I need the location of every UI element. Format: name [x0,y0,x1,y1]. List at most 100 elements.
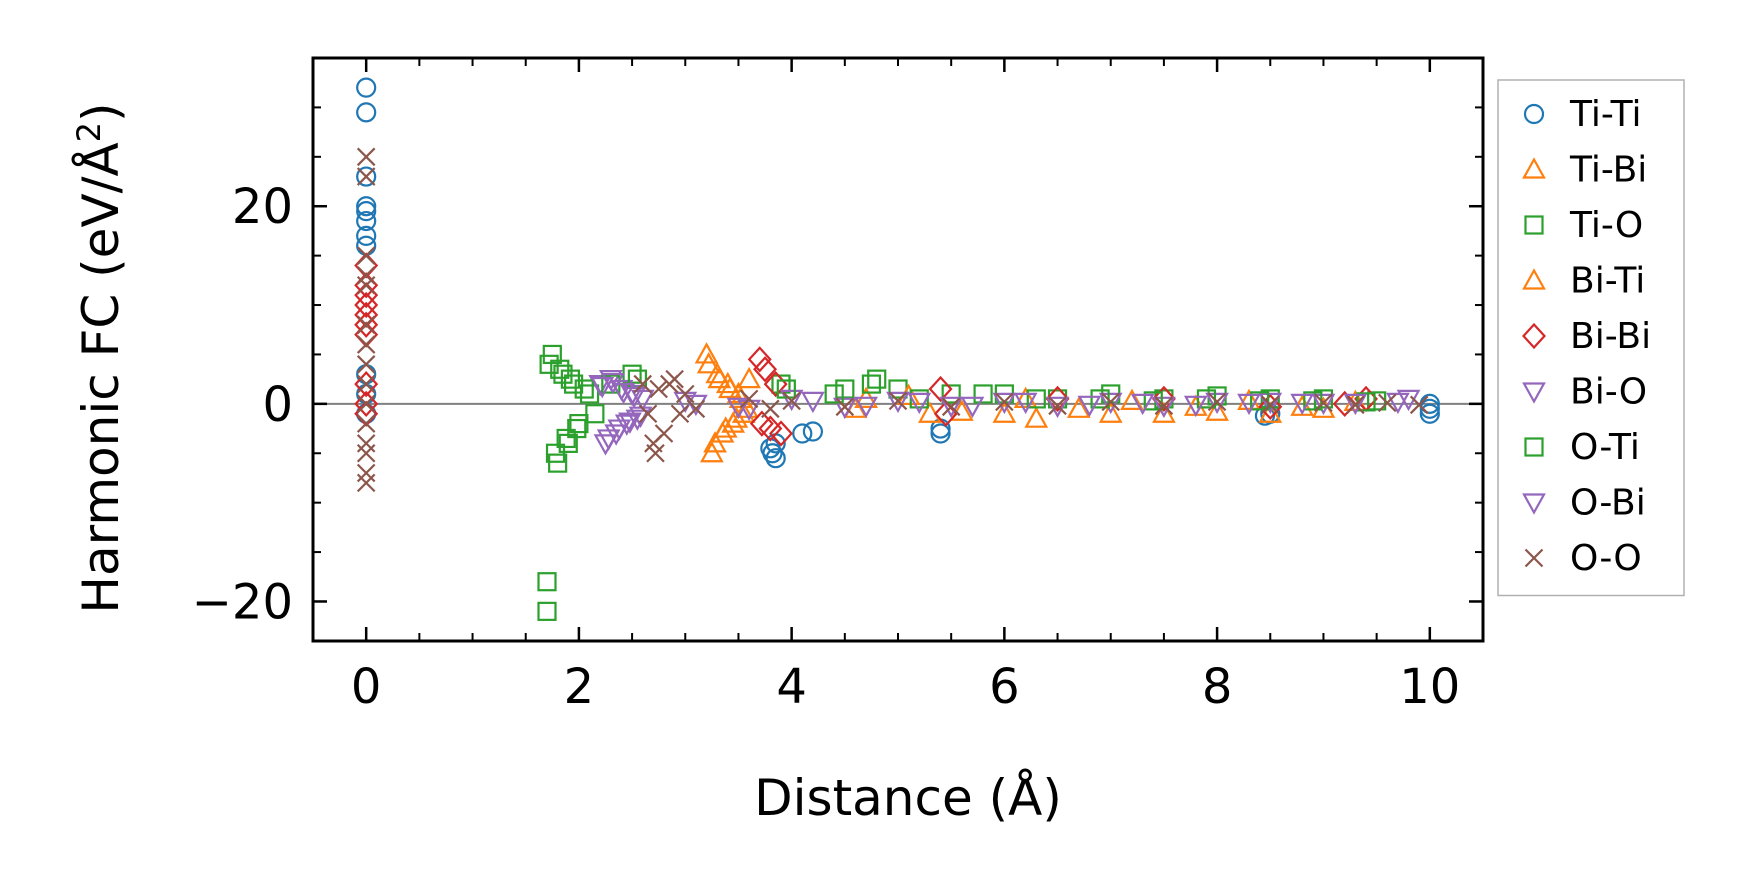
data-point [356,275,376,295]
data-point [622,386,647,409]
data-point [550,359,570,379]
data-point [356,167,376,186]
data-point [579,384,600,404]
legend-entry: O-Ti [1524,427,1640,468]
legend-marker [1523,103,1545,125]
data-point [1237,388,1261,410]
data-point [569,414,589,434]
data-point [737,399,761,422]
data-point [596,429,621,451]
x-tick-label: 0 [351,659,382,715]
data-point [1077,395,1102,418]
data-point [1152,396,1176,419]
x-axis-label: Distance (Å) [754,769,1062,827]
data-point [1024,406,1049,428]
data-point [1290,393,1315,416]
data-point [354,370,379,398]
data-point [1419,403,1440,424]
data-point [707,366,732,389]
data-point [567,418,587,439]
legend-marker [1522,157,1546,179]
y-axis-label-main: Harmonic FC (eV/Å [72,142,130,613]
data-point [356,463,376,483]
data-point [354,301,379,329]
data-point [646,443,665,463]
data-point [356,147,376,167]
data-point [675,384,695,404]
data-point [835,397,855,417]
data-point [356,102,377,123]
data-point [726,397,751,420]
data-point [753,356,778,383]
data-point [356,473,376,493]
data-point [1207,392,1227,412]
data-point [782,391,801,411]
plot-frame [311,56,1485,643]
data-point [1343,393,1368,416]
data-point [633,374,653,394]
data-point [1098,392,1123,415]
data-point [665,369,684,389]
data-point [739,389,759,409]
data-point [556,428,576,449]
data-point [930,423,951,444]
legend-entry: Ti-O [1524,205,1643,246]
data-point [776,379,796,399]
series-o-bi [590,373,1410,451]
data-point [356,266,376,285]
data-point [354,311,379,338]
data-point [765,448,786,469]
data-point [995,392,1014,412]
data-point [718,376,742,399]
data-point [563,374,584,394]
data-point [638,404,658,424]
data-point [771,374,791,394]
data-point [1066,396,1091,418]
data-point [630,389,655,412]
data-point [1237,393,1261,416]
legend-label: O-Bi [1570,483,1646,524]
data-point [1409,395,1429,415]
legend-label: O-Ti [1570,427,1640,468]
x-tick-label: 2 [564,659,595,715]
data-point [801,391,825,414]
legend-label: Ti-Ti [1569,94,1641,135]
legend-marker [1522,493,1546,515]
legend-label: O-O [1570,538,1642,579]
data-point [356,394,376,414]
data-point [356,374,376,394]
data-point [1101,392,1121,412]
data-point [973,384,993,404]
data-point [928,375,953,403]
data-point [1183,394,1208,416]
y-axis-label-end: ) [72,102,130,122]
data-point [356,77,377,98]
data-point [614,414,639,436]
data-point [737,366,761,389]
data-point [762,443,783,464]
data-point [356,210,377,232]
data-point [960,396,985,419]
y-tick-label: −20 [192,574,293,630]
legend-entry: Bi-Bi [1522,316,1651,357]
legend-marker [1524,437,1544,457]
data-point [356,443,376,463]
data-point [545,443,566,463]
series-o-o [356,147,1429,493]
data-point [1205,392,1229,415]
legend-label: Bi-O [1570,372,1647,413]
data-point [1205,399,1229,421]
legend-entry: O-O [1524,538,1642,579]
data-point [1154,396,1174,416]
axes: 0 2 4 6 8 10 −20 0 20 [192,56,1485,715]
data-point [356,414,376,433]
legend-label: Bi-Bi [1570,316,1651,357]
data-point [802,421,824,442]
legend-entry: Ti-Bi [1522,150,1647,191]
data-point [824,384,844,404]
data-point [1120,388,1144,410]
data-point [654,424,674,443]
data-point [1260,395,1280,415]
data-point [832,397,857,420]
data-point [560,369,581,389]
